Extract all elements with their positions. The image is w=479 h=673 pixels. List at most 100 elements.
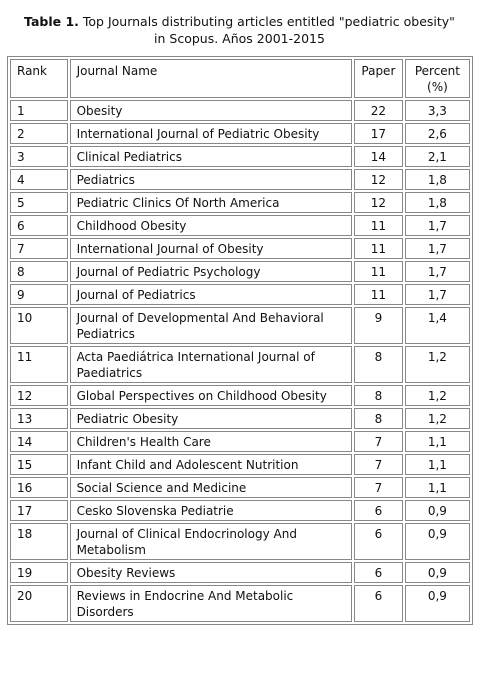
table-cell: 12 bbox=[10, 385, 68, 406]
table-cell: 2,1 bbox=[404, 146, 470, 167]
table-cell: 6 bbox=[10, 215, 68, 236]
table-cell: Journal of Pediatric Psychology bbox=[69, 261, 352, 282]
caption: Table 1. Top Journals distributing artic… bbox=[20, 13, 460, 47]
table-cell: 9 bbox=[10, 284, 68, 305]
table-cell: 15 bbox=[10, 454, 68, 475]
table-row: 16 Social Science and Medicine 7 1,1 bbox=[10, 477, 470, 498]
table-cell: 17 bbox=[10, 500, 68, 521]
table-cell: 3 bbox=[10, 146, 68, 167]
table-cell: 7 bbox=[10, 238, 68, 259]
table-cell: Obesity bbox=[69, 100, 352, 121]
table-cell: Infant Child and Adolescent Nutrition bbox=[69, 454, 352, 475]
table-cell: Journal of Clinical Endocrinology And Me… bbox=[69, 523, 352, 560]
table-cell: 16 bbox=[10, 477, 68, 498]
table-row: 19 Obesity Reviews 6 0,9 bbox=[10, 562, 470, 583]
table-cell: 7 bbox=[353, 477, 403, 498]
table-cell: 1,7 bbox=[404, 261, 470, 282]
table-cell: 22 bbox=[353, 100, 403, 121]
header-row: Rank Journal Name Paper Percent (%) bbox=[10, 59, 470, 98]
table-cell: 1,7 bbox=[404, 238, 470, 259]
table-cell: 12 bbox=[353, 192, 403, 213]
journals-table: Rank Journal Name Paper Percent (%) 1 Obesit… bbox=[7, 56, 473, 625]
table-row: 8 Journal of Pediatric Psychology 11 1,7 bbox=[10, 261, 470, 282]
table-cell: 1,2 bbox=[404, 346, 470, 383]
table-cell: 10 bbox=[10, 307, 68, 344]
header-cell: Percent (%) bbox=[404, 59, 470, 98]
table-row: 9 Journal of Pediatrics 11 1,7 bbox=[10, 284, 470, 305]
table-cell: Childhood Obesity bbox=[69, 215, 352, 236]
table-cell: 14 bbox=[353, 146, 403, 167]
table-cell: 19 bbox=[10, 562, 68, 583]
table-row: 11 Acta Paediátrica International Journal… bbox=[10, 346, 470, 383]
table-cell: 8 bbox=[353, 408, 403, 429]
table-cell: 8 bbox=[353, 346, 403, 383]
table-cell: 1,8 bbox=[404, 192, 470, 213]
table-row: 7 International Journal of Obesity 11 1,7 bbox=[10, 238, 470, 259]
table-cell: 17 bbox=[353, 123, 403, 144]
table-cell: 6 bbox=[353, 562, 403, 583]
table-cell: 11 bbox=[353, 284, 403, 305]
table-cell: Acta Paediátrica International Journal o… bbox=[69, 346, 352, 383]
table-cell: 8 bbox=[10, 261, 68, 282]
table-cell: 6 bbox=[353, 585, 403, 622]
table-cell: 14 bbox=[10, 431, 68, 452]
table-cell: 11 bbox=[353, 261, 403, 282]
table-cell: 0,9 bbox=[404, 562, 470, 583]
table-cell: 6 bbox=[353, 523, 403, 560]
table-cell: Journal of Developmental And Behavioral … bbox=[69, 307, 352, 344]
table-cell: 1,1 bbox=[404, 431, 470, 452]
table-cell: 20 bbox=[10, 585, 68, 622]
table-cell: Journal of Pediatrics bbox=[69, 284, 352, 305]
caption-label: Table 1. bbox=[24, 14, 79, 29]
table-cell: 2,6 bbox=[404, 123, 470, 144]
table-cell: 8 bbox=[353, 385, 403, 406]
table-cell: International Journal of Pediatric Obesi… bbox=[69, 123, 352, 144]
table-row: 10 Journal of Developmental And Behaviora… bbox=[10, 307, 470, 344]
table-row: 20 Reviews in Endocrine And Metabolic Dis… bbox=[10, 585, 470, 622]
table-cell: Global Perspectives on Childhood Obesity bbox=[69, 385, 352, 406]
table-cell: 6 bbox=[353, 500, 403, 521]
table-cell: Pediatrics bbox=[69, 169, 352, 190]
table-row: 13 Pediatric Obesity 8 1,2 bbox=[10, 408, 470, 429]
table-cell: 1,2 bbox=[404, 408, 470, 429]
table-cell: 0,9 bbox=[404, 500, 470, 521]
table-cell: 2 bbox=[10, 123, 68, 144]
table-cell: 13 bbox=[10, 408, 68, 429]
table-cell: 0,9 bbox=[404, 585, 470, 622]
table-cell: 1,7 bbox=[404, 215, 470, 236]
table-cell: 1,1 bbox=[404, 454, 470, 475]
table-cell: 5 bbox=[10, 192, 68, 213]
table-cell: 1,1 bbox=[404, 477, 470, 498]
header-cell: Journal Name bbox=[69, 59, 352, 98]
table-cell: 9 bbox=[353, 307, 403, 344]
table-row: 15 Infant Child and Adolescent Nutrition 7… bbox=[10, 454, 470, 475]
table-cell: Children's Health Care bbox=[69, 431, 352, 452]
table-cell: 3,3 bbox=[404, 100, 470, 121]
table-cell: 1,2 bbox=[404, 385, 470, 406]
table-cell: 11 bbox=[10, 346, 68, 383]
table-row: 17 Cesko Slovenska Pediatrie 6 0,9 bbox=[10, 500, 470, 521]
table-cell: Clinical Pediatrics bbox=[69, 146, 352, 167]
table-row: 2 International Journal of Pediatric Obes… bbox=[10, 123, 470, 144]
table-cell: Obesity Reviews bbox=[69, 562, 352, 583]
table-row: 6 Childhood Obesity 11 1,7 bbox=[10, 215, 470, 236]
table-cell: 7 bbox=[353, 431, 403, 452]
table-cell: 11 bbox=[353, 238, 403, 259]
table-cell: Reviews in Endocrine And Metabolic Disor… bbox=[69, 585, 352, 622]
table-row: 5 Pediatric Clinics Of North America 12 1,8 bbox=[10, 192, 470, 213]
table-cell: 1,8 bbox=[404, 169, 470, 190]
table-cell: Pediatric Clinics Of North America bbox=[69, 192, 352, 213]
table-cell: Cesko Slovenska Pediatrie bbox=[69, 500, 352, 521]
table-cell: 1,4 bbox=[404, 307, 470, 344]
table-cell: 12 bbox=[353, 169, 403, 190]
table-cell: 11 bbox=[353, 215, 403, 236]
table-row: 18 Journal of Clinical Endocrinology And … bbox=[10, 523, 470, 560]
table-cell: Pediatric Obesity bbox=[69, 408, 352, 429]
table-row: 1 Obesity 22 3,3 bbox=[10, 100, 470, 121]
table-row: 4 Pediatrics 12 1,8 bbox=[10, 169, 470, 190]
table-cell: 4 bbox=[10, 169, 68, 190]
caption-text: Top Journals distributing articles entit… bbox=[82, 14, 455, 46]
table-cell: 0,9 bbox=[404, 523, 470, 560]
header-cell: Paper bbox=[353, 59, 403, 98]
table-row: 14 Children's Health Care 7 1,1 bbox=[10, 431, 470, 452]
